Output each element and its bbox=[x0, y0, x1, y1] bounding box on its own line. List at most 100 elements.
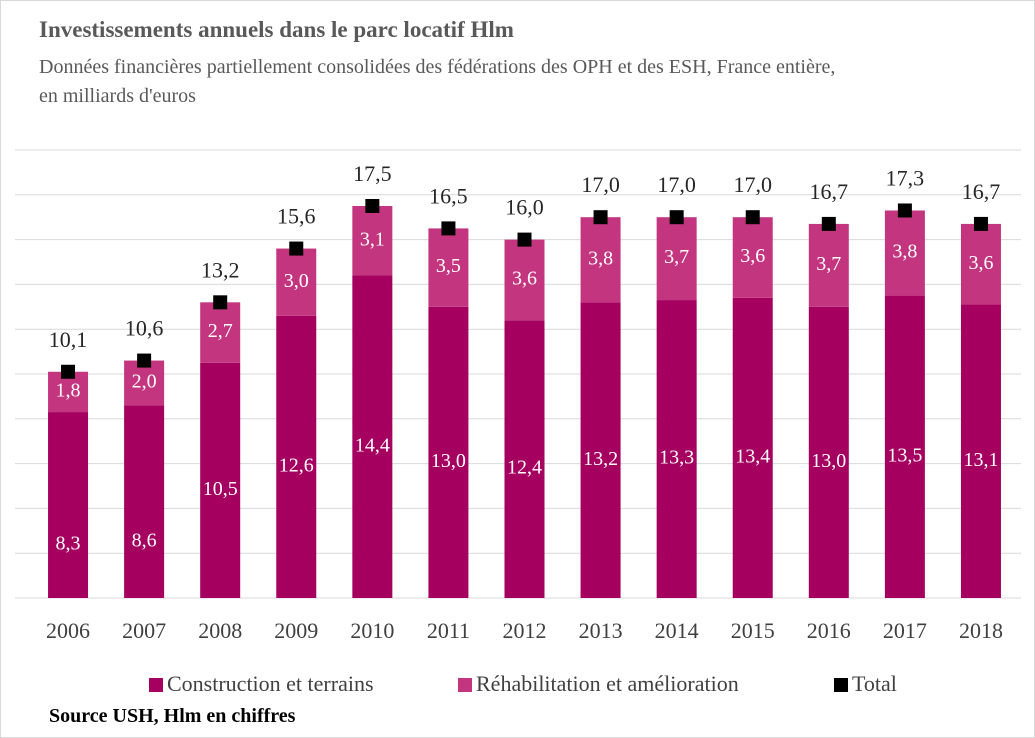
x-tick-label: 2015 bbox=[731, 618, 775, 643]
data-label: 3,6 bbox=[968, 252, 993, 274]
data-label: 17,3 bbox=[886, 166, 925, 191]
total-marker bbox=[61, 364, 76, 379]
data-label: 3,0 bbox=[284, 270, 309, 292]
bar-segment bbox=[884, 295, 925, 598]
bar-segment bbox=[124, 405, 165, 598]
data-label: 3,7 bbox=[664, 246, 689, 268]
data-label: 3,7 bbox=[816, 253, 841, 275]
legend-swatch bbox=[458, 678, 472, 692]
bar-segment bbox=[276, 248, 317, 316]
data-label: 13,4 bbox=[735, 446, 770, 468]
data-label: 3,1 bbox=[360, 228, 385, 250]
data-label: 2,0 bbox=[132, 371, 157, 393]
legend-swatch bbox=[149, 678, 163, 692]
legend-label: Construction et terrains bbox=[167, 671, 374, 696]
x-tick-label: 2016 bbox=[807, 618, 851, 643]
bar-segment bbox=[504, 320, 545, 598]
bar-segment bbox=[352, 275, 393, 598]
data-label: 1,8 bbox=[56, 380, 81, 402]
total-marker bbox=[365, 199, 380, 213]
data-label: 13,2 bbox=[583, 448, 618, 470]
x-tick-label: 2006 bbox=[46, 618, 90, 643]
data-label: 13,5 bbox=[887, 444, 922, 466]
data-label: 13,0 bbox=[431, 450, 466, 472]
bar-segment bbox=[732, 297, 773, 598]
legend-label: Total bbox=[852, 671, 897, 696]
x-tick-label: 2017 bbox=[883, 618, 927, 643]
bar-segment bbox=[656, 217, 697, 301]
data-label: 14,4 bbox=[355, 434, 390, 456]
bar-segment bbox=[200, 362, 241, 598]
data-label: 3,8 bbox=[588, 247, 613, 269]
data-label: 8,6 bbox=[132, 529, 157, 551]
x-tick-label: 2011 bbox=[427, 618, 470, 643]
legend-swatch bbox=[834, 678, 848, 692]
data-label: 17,0 bbox=[657, 172, 696, 197]
x-tick-label: 2018 bbox=[959, 618, 1003, 643]
data-label: 10,6 bbox=[125, 316, 164, 341]
total-marker bbox=[289, 241, 304, 256]
data-label: 8,3 bbox=[56, 533, 81, 555]
bar-segment bbox=[124, 360, 165, 406]
data-label: 12,6 bbox=[279, 454, 314, 476]
bar-segment bbox=[808, 306, 849, 598]
bar-segment bbox=[428, 228, 469, 307]
chart: 2006 8,3 1,8 10,1 2007 8,6 2,0 10,6 2008 10,5 2,7 1… bbox=[15, 149, 1021, 696]
source-note: Source USH, Hlm en chiffres bbox=[49, 705, 296, 727]
total-marker bbox=[973, 216, 988, 231]
legend-label: Réhabilitation et amélioration bbox=[476, 671, 739, 696]
x-tick-label: 2012 bbox=[503, 618, 547, 643]
bar-segment bbox=[732, 217, 773, 298]
data-label: 10,1 bbox=[49, 327, 88, 352]
data-label: 3,6 bbox=[740, 245, 765, 267]
total-marker bbox=[517, 232, 532, 247]
chart-title: Investissements annuels dans le parc loc… bbox=[39, 17, 514, 42]
total-marker bbox=[593, 210, 608, 225]
data-label: 16,7 bbox=[962, 179, 1001, 204]
total-marker bbox=[669, 210, 684, 225]
x-tick-label: 2007 bbox=[122, 618, 166, 643]
bar-segment bbox=[580, 302, 621, 598]
data-label: 15,6 bbox=[277, 204, 316, 229]
x-tick-label: 2013 bbox=[579, 618, 623, 643]
data-label: 3,8 bbox=[892, 241, 917, 263]
bar-segment bbox=[200, 302, 241, 363]
data-label: 13,3 bbox=[659, 447, 694, 469]
bar-segment bbox=[48, 412, 89, 598]
x-tick-label: 2010 bbox=[350, 618, 394, 643]
chart-subtitle: Données financières partiellement consol… bbox=[39, 56, 836, 107]
data-label: 16,7 bbox=[810, 179, 849, 204]
data-label: 13,2 bbox=[201, 257, 240, 282]
data-label: 16,0 bbox=[505, 195, 544, 220]
bar-segment bbox=[276, 315, 317, 598]
bar-segment bbox=[428, 306, 469, 598]
total-marker bbox=[137, 353, 152, 368]
total-marker bbox=[821, 216, 836, 231]
x-tick-label: 2009 bbox=[274, 618, 318, 643]
data-label: 13,1 bbox=[963, 449, 998, 471]
x-tick-label: 2008 bbox=[198, 618, 242, 643]
bar-segment bbox=[504, 239, 545, 321]
bar-segment bbox=[960, 223, 1001, 305]
total-marker bbox=[745, 210, 760, 225]
bar-segment bbox=[960, 304, 1001, 598]
data-label: 17,0 bbox=[733, 172, 772, 197]
data-label: 12,4 bbox=[507, 457, 542, 479]
bar-segment bbox=[656, 300, 697, 598]
bar-segment bbox=[352, 206, 393, 276]
total-marker bbox=[441, 221, 456, 236]
data-label: 16,5 bbox=[429, 183, 468, 208]
data-label: 17,0 bbox=[581, 172, 620, 197]
x-tick-label: 2014 bbox=[655, 618, 699, 643]
bar-segment bbox=[884, 210, 925, 296]
data-label: 2,7 bbox=[208, 320, 233, 342]
data-label: 17,5 bbox=[353, 161, 392, 186]
bar-segment bbox=[808, 223, 849, 307]
data-label: 3,6 bbox=[512, 268, 537, 290]
data-label: 10,5 bbox=[203, 478, 238, 500]
data-label: 3,5 bbox=[436, 255, 461, 277]
total-marker bbox=[213, 295, 228, 310]
bar-segment bbox=[580, 217, 621, 303]
total-marker bbox=[897, 203, 912, 218]
